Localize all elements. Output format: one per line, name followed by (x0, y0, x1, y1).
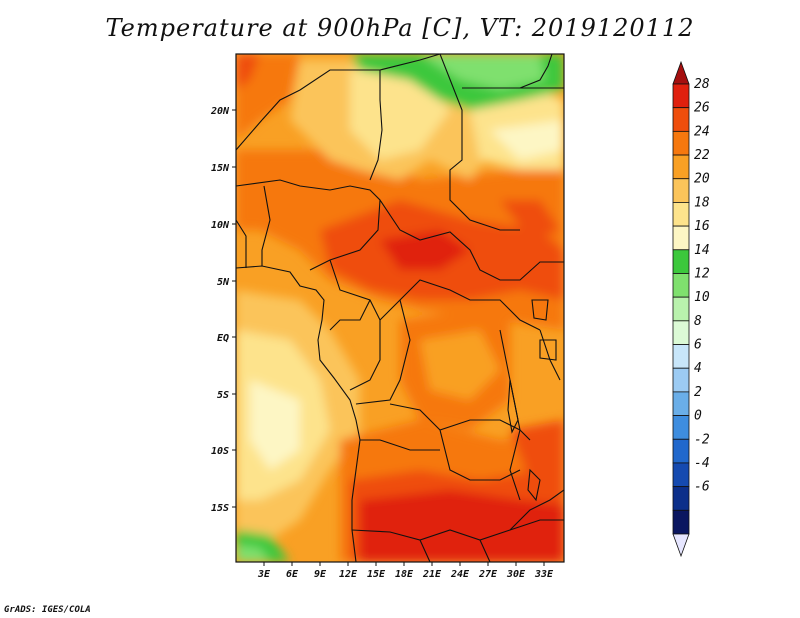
colorbar-cell (672, 178, 690, 203)
colorbar-cell (672, 296, 690, 322)
colorbar-label: 16 (694, 219, 710, 234)
colorbar-label: 20 (694, 172, 710, 187)
colorbar-cell (672, 391, 690, 416)
lon-label-30e: 30E (506, 569, 526, 580)
colorbar-label: 12 (694, 266, 710, 281)
lon-label-24e: 24E (450, 569, 470, 580)
colorbar-cell (672, 107, 690, 132)
lat-label-10s: 10S (211, 446, 229, 457)
lon-label-33e: 33E (534, 569, 554, 580)
colorbar-cell (672, 154, 690, 180)
lon-label-12e: 12E (339, 569, 358, 580)
lon-label-18e: 18E (395, 569, 414, 580)
colorbar-cell (672, 415, 690, 440)
colorbar-cell (672, 130, 690, 156)
lon-label-15e: 15E (367, 569, 386, 580)
colorbar-cell (672, 438, 690, 464)
axis-ticks (232, 109, 545, 566)
colorbar-label: 10 (694, 290, 710, 305)
colorbar-cell (672, 509, 690, 535)
lon-label-21e: 21E (422, 569, 442, 580)
lat-label-10n: 10N (211, 220, 230, 231)
colorbar-cell (672, 486, 690, 511)
colorbar-label: 14 (694, 243, 710, 258)
colorbar-cell (672, 83, 690, 109)
colorbar-label: -4 (694, 456, 710, 471)
colorbar-cell (672, 344, 690, 369)
colorbar-cell (672, 225, 690, 251)
grads-credit: GrADS: IGES/COLA (4, 605, 91, 615)
lat-label-5n: 5N (217, 277, 230, 288)
colorbar-label: 6 (694, 338, 702, 353)
temperature-field (236, 54, 564, 562)
colorbar-label: -6 (694, 480, 710, 495)
map-title: Temperature at 900hPa [C], VT: 201912011… (105, 14, 695, 42)
colorbar-cell-max (672, 60, 690, 85)
lat-label-20n: 20N (210, 106, 230, 117)
colorbar-label: 0 (694, 409, 702, 424)
colorbar-cell (672, 320, 690, 345)
colorbar-label: 22 (694, 148, 710, 163)
country-borders (236, 54, 564, 562)
lat-label-eq: EQ (217, 333, 229, 344)
colorbar-cell (672, 367, 690, 393)
colorbar-label: 4 (694, 361, 702, 376)
colorbar-cell-min (672, 533, 690, 558)
colorbar-cell (672, 273, 690, 298)
lat-label-5s: 5S (217, 390, 229, 401)
colorbar-label: 24 (694, 124, 710, 139)
colorbar-cell (672, 202, 690, 227)
lat-label-15n: 15N (211, 163, 230, 174)
colorbar-label: 28 (694, 77, 710, 92)
colorbar-label: 26 (694, 101, 710, 116)
colorbar-cell (672, 249, 690, 274)
colorbar-label: -2 (694, 432, 710, 447)
lon-label-27e: 27E (478, 569, 498, 580)
colorbar-cell (672, 462, 690, 488)
lon-label-6e: 6E (286, 569, 299, 580)
lat-label-15s: 15S (211, 503, 229, 514)
colorbar-label: 2 (694, 385, 702, 400)
lon-label-9e: 9E (314, 569, 327, 580)
colorbar-label: 8 (694, 314, 702, 329)
lon-label-3e: 3E (257, 569, 271, 580)
map-frame (235, 53, 565, 563)
colorbar-label: 18 (694, 195, 710, 210)
